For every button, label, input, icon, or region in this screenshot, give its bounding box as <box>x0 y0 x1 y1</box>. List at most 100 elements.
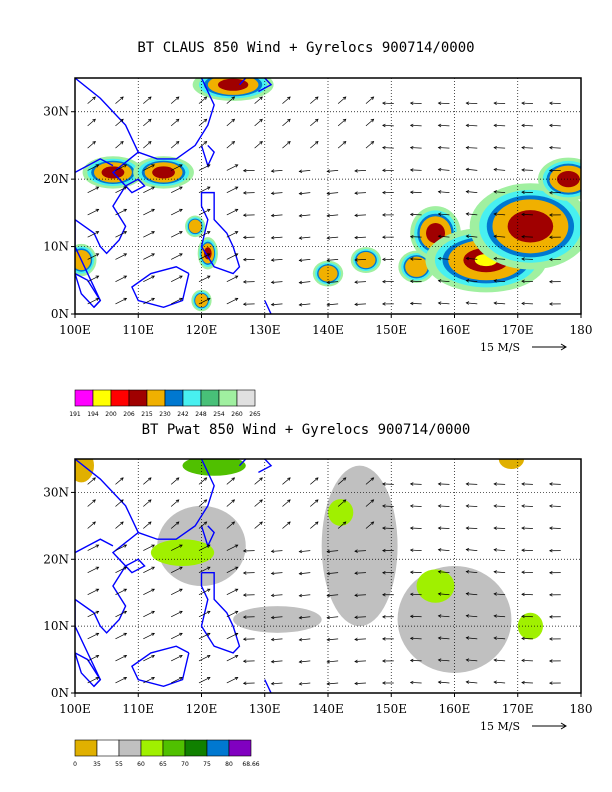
wind-arrow-head <box>151 632 155 637</box>
pwat-panel: 30N 20N 10N 0N 100E 110E 120E 130E 140E 150E 160E 1… <box>43 458 592 768</box>
wind-arrow-head <box>370 521 375 525</box>
wind-arrow-head <box>203 96 208 100</box>
wind-arrow-head <box>549 101 553 105</box>
wind-arrow-head <box>120 118 124 123</box>
cloud-cell-4-4 <box>426 222 446 244</box>
wind-arrow <box>198 141 207 149</box>
wind-arrow-head <box>120 499 124 503</box>
wind-arrow-head <box>465 658 470 662</box>
lon-label: 110E <box>122 323 154 337</box>
wind-arrow <box>254 499 263 507</box>
legend-swatch-7 <box>228 739 252 757</box>
wind-arrow-head <box>465 301 470 305</box>
wind-arrow-head <box>148 521 152 525</box>
wind-arrow <box>170 141 180 149</box>
wind-arrow-head <box>287 96 291 100</box>
wind-arrow-head <box>326 213 331 218</box>
wind-arrow-head <box>326 549 331 554</box>
wind-arrow-head <box>354 213 358 218</box>
wind-arrow-head <box>382 213 386 217</box>
wind-arrow <box>299 214 311 217</box>
wind-arrow-head <box>179 654 183 659</box>
wind-arrow-head <box>206 632 211 637</box>
wind-arrow <box>327 616 339 619</box>
legend-swatch-4 <box>162 739 186 757</box>
wind-arrow <box>354 572 366 574</box>
wind-arrow-head <box>437 212 442 216</box>
wind-arrow-head <box>123 632 128 637</box>
wind-arrow <box>271 660 283 663</box>
wind-arrow <box>87 477 96 485</box>
wind-arrow <box>327 550 339 552</box>
legend-swatch-2 <box>118 739 142 757</box>
wind-arrow-head <box>465 526 470 530</box>
wind-arrow <box>282 477 291 485</box>
wind-arrow-head <box>521 570 525 575</box>
wind-arrow-head <box>493 570 497 574</box>
wind-arrow-head <box>382 548 386 553</box>
wind-arrow-head <box>521 168 525 172</box>
wind-arrow-head <box>549 168 553 173</box>
wind-arrow-head <box>342 477 347 481</box>
wind-arrow <box>198 477 207 485</box>
wind-arrow-head <box>270 191 275 196</box>
wind-arrow <box>354 192 366 194</box>
wind-arrow <box>299 259 311 261</box>
wind-arrow <box>143 96 152 104</box>
wind-arrow <box>170 119 180 127</box>
coastline-6 <box>75 272 102 309</box>
wind-arrow-head <box>242 235 247 240</box>
lon-label: 170E <box>502 702 534 716</box>
lon-label: 100E <box>59 702 91 716</box>
wind-arrow <box>198 119 207 127</box>
wind-arrow-head <box>382 615 386 619</box>
wind-arrow-head <box>437 101 442 105</box>
wind-arrow-head <box>206 253 211 257</box>
wind-arrow <box>299 236 311 239</box>
wind-arrow-head <box>234 544 239 548</box>
wind-arrow <box>299 638 311 641</box>
wind-arrow <box>466 505 478 507</box>
coastline-3 <box>200 144 215 168</box>
wind-arrow <box>466 593 478 596</box>
wind-arrow <box>382 483 394 485</box>
wind-arrow <box>282 521 291 529</box>
wind-arrow-head <box>206 566 211 570</box>
legend-label-7: 80 <box>225 761 233 768</box>
wind-arrow <box>438 571 450 574</box>
wind-arrow-head <box>206 186 211 190</box>
pwat-title: BT Pwat 850 Wind + Gyrelocs 900714/0000 <box>141 422 471 438</box>
wind-arrow-head <box>95 566 100 570</box>
wind-arrow-head <box>382 257 386 262</box>
wind-arrow-head <box>259 499 263 503</box>
map-area <box>75 459 581 693</box>
wind-arrow-head <box>95 632 100 637</box>
wind-arrow-head <box>465 279 470 283</box>
wind-arrow-head <box>206 610 211 614</box>
wind-arrow <box>466 124 478 127</box>
wind-arrow <box>521 483 533 485</box>
wind-arrow <box>143 164 155 171</box>
wind-arrow-head <box>203 118 208 123</box>
wind-arrow <box>143 186 155 193</box>
wind-arrow-head <box>437 658 442 662</box>
wind-arrow-head <box>382 659 386 663</box>
wind-arrow <box>143 655 155 662</box>
wind-arrow-head <box>354 280 358 284</box>
wind-arrow-head <box>270 169 275 173</box>
wind-arrow-head <box>493 145 497 150</box>
wind-arrow <box>143 253 155 260</box>
wind-arrow-head <box>409 548 414 552</box>
wind-arrow <box>382 147 394 149</box>
wind-arrow-head <box>549 593 553 597</box>
wind-arrow-head <box>242 191 247 195</box>
wind-arrow <box>198 253 211 260</box>
wind-arrow-head <box>409 504 414 508</box>
coastline-5 <box>131 645 190 688</box>
wind-arrow <box>198 544 211 551</box>
wind-arrow <box>143 677 155 684</box>
wind-arrow <box>521 505 533 507</box>
wind-arrow-head <box>493 592 497 596</box>
wind-arrow <box>226 164 238 171</box>
wind-arrow <box>299 170 311 172</box>
